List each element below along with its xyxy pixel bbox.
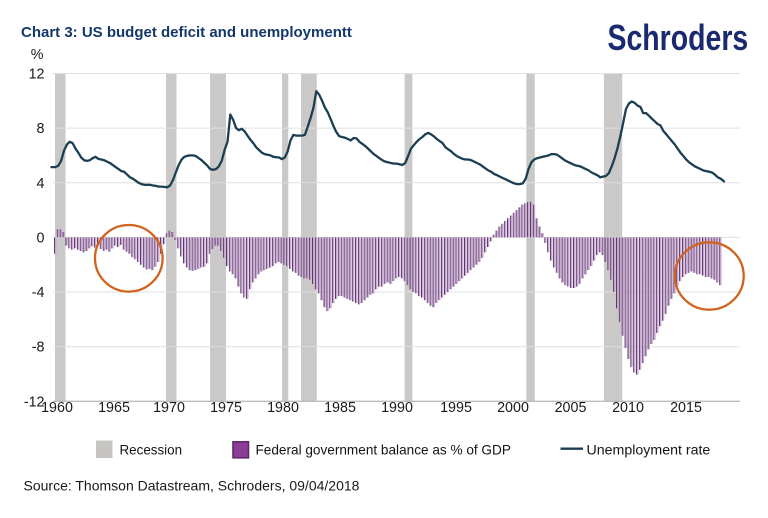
svg-text:2005: 2005 [555, 400, 587, 416]
svg-text:2010: 2010 [612, 400, 644, 416]
svg-text:Federal government balance as: Federal government balance as % of GDP [256, 443, 511, 458]
svg-text:Recession: Recession [120, 443, 183, 458]
svg-text:2015: 2015 [670, 400, 702, 416]
svg-text:Unemployment rate: Unemployment rate [587, 443, 711, 459]
svg-text:0: 0 [37, 230, 45, 246]
svg-text:1985: 1985 [324, 400, 356, 416]
svg-text:Chart 3: US budget deficit and: Chart 3: US budget deficit and unemploym… [21, 24, 352, 41]
svg-text:-4: -4 [32, 285, 45, 301]
svg-text:4: 4 [37, 176, 45, 192]
svg-text:1995: 1995 [440, 400, 472, 416]
svg-text:-12: -12 [24, 394, 45, 410]
svg-text:1960: 1960 [41, 400, 73, 416]
svg-text:1970: 1970 [153, 400, 185, 416]
svg-text:Source: Thomson Datastream, Sc: Source: Thomson Datastream, Schroders, 0… [24, 478, 360, 494]
svg-text:2000: 2000 [497, 400, 529, 416]
svg-text:-8: -8 [32, 340, 45, 356]
svg-text:8: 8 [37, 121, 45, 137]
svg-text:1990: 1990 [381, 400, 413, 416]
svg-text:1980: 1980 [267, 400, 299, 416]
svg-text:1975: 1975 [210, 400, 242, 416]
svg-text:%: % [31, 47, 44, 63]
svg-text:Schroders: Schroders [608, 17, 749, 58]
svg-text:1965: 1965 [98, 400, 130, 416]
svg-text:12: 12 [29, 67, 45, 83]
